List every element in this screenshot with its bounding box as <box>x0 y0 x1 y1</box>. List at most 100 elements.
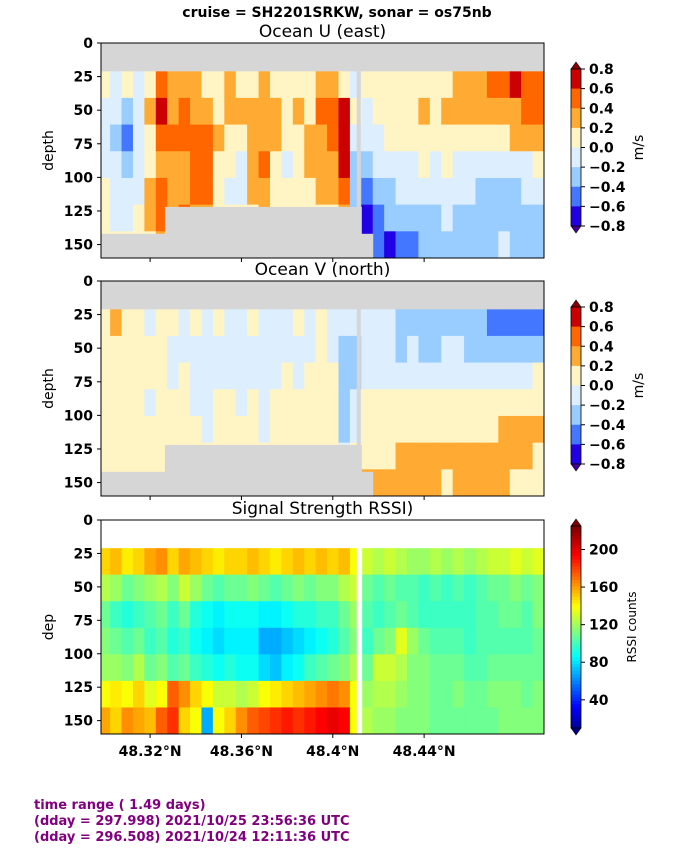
data-cell <box>475 124 488 152</box>
data-cell <box>258 601 271 629</box>
data-cell <box>315 548 328 576</box>
data-cell <box>235 574 248 602</box>
data-cell <box>532 151 544 179</box>
data-cell <box>475 548 488 576</box>
time-range-footer: time range ( 1.49 days) (dday = 297.998)… <box>34 798 350 846</box>
data-cell <box>521 71 534 99</box>
data-cell <box>144 415 157 444</box>
data-cell <box>224 71 237 99</box>
data-cell <box>292 362 305 390</box>
data-cell <box>235 601 248 629</box>
colorbar-segment <box>571 579 581 584</box>
data-cell <box>338 601 351 629</box>
data-cell <box>101 601 111 629</box>
data-cell <box>349 309 362 337</box>
data-cell <box>464 151 476 179</box>
data-cell <box>110 204 123 232</box>
data-cell <box>327 71 339 99</box>
data-cell <box>121 335 134 364</box>
data-cell <box>101 97 111 126</box>
colorbar-extend-top <box>570 299 582 308</box>
colorbar-segment <box>571 88 581 109</box>
data-gap <box>356 309 361 496</box>
data-cell <box>247 574 260 602</box>
bottom-mask <box>169 444 362 496</box>
data-cell <box>292 627 305 655</box>
data-cell <box>521 654 534 682</box>
data-cell <box>304 71 317 99</box>
data-cell <box>224 151 237 179</box>
data-cell <box>498 231 511 258</box>
data-cell <box>201 415 214 444</box>
data-cell <box>121 71 134 99</box>
data-cell <box>406 601 419 629</box>
colorbar-segment <box>571 444 581 465</box>
bottom-mask <box>361 471 374 496</box>
data-cell <box>464 231 476 258</box>
data-cell <box>101 362 111 390</box>
data-cell <box>395 415 408 444</box>
data-cell <box>441 707 454 734</box>
data-cell <box>190 415 202 444</box>
data-cell <box>452 97 465 126</box>
data-cell <box>532 680 544 708</box>
data-cell <box>212 574 225 602</box>
data-cell <box>372 362 385 390</box>
data-cell <box>521 309 534 337</box>
data-cell <box>269 177 282 206</box>
data-cell <box>372 389 385 417</box>
data-cell <box>486 71 499 99</box>
data-cell <box>101 177 111 206</box>
data-cell <box>167 71 180 99</box>
data-cell <box>475 627 488 655</box>
data-cell <box>132 654 145 682</box>
data-cell <box>292 601 305 629</box>
colorbar-tick-label: 0.8 <box>589 62 614 78</box>
data-cell <box>441 548 454 576</box>
data-cell <box>292 124 305 152</box>
y-tick-label: 75 <box>74 137 93 153</box>
data-cell <box>361 707 374 734</box>
data-cell <box>441 389 454 417</box>
data-cell <box>464 627 476 655</box>
colorbar-extend-bottom <box>570 463 582 472</box>
data-cell <box>155 627 168 655</box>
data-cell <box>372 231 385 258</box>
bottom-mask <box>169 206 362 258</box>
data-cell <box>338 309 351 337</box>
data-cell <box>418 574 431 602</box>
y-tick-label: 100 <box>64 647 93 663</box>
data-cell <box>498 177 511 206</box>
data-cell <box>349 627 362 655</box>
data-cell <box>509 469 522 496</box>
data-cell <box>406 204 419 232</box>
data-cell <box>258 415 271 444</box>
data-cell <box>464 601 476 629</box>
data-cell <box>384 415 397 444</box>
y-tick-label: 0 <box>83 513 93 529</box>
time-start-line: (dday = 296.508) 2021/10/24 12:11:36 UTC <box>34 830 350 845</box>
y-tick-label: 75 <box>74 613 93 629</box>
data-cell <box>224 362 237 390</box>
data-cell <box>395 309 408 337</box>
data-cell <box>498 71 511 99</box>
data-cell <box>361 627 374 655</box>
data-cell <box>327 151 339 179</box>
data-cell <box>258 362 271 390</box>
data-cell <box>110 601 123 629</box>
colorbar-segment <box>571 660 581 665</box>
data-cell <box>292 654 305 682</box>
data-cell <box>155 389 168 417</box>
colorbar-tick-label: 80 <box>589 655 609 671</box>
data-cell <box>235 707 248 734</box>
colorbar-segment <box>571 69 581 90</box>
data-cell <box>395 469 408 496</box>
colorbar-segment <box>571 307 581 328</box>
data-cell <box>258 335 271 364</box>
data-gap <box>356 71 361 258</box>
data-cell <box>486 204 499 232</box>
plot-area <box>101 281 544 496</box>
colorbar-segment <box>571 670 581 675</box>
data-cell <box>269 389 282 417</box>
data-cell <box>315 124 328 152</box>
